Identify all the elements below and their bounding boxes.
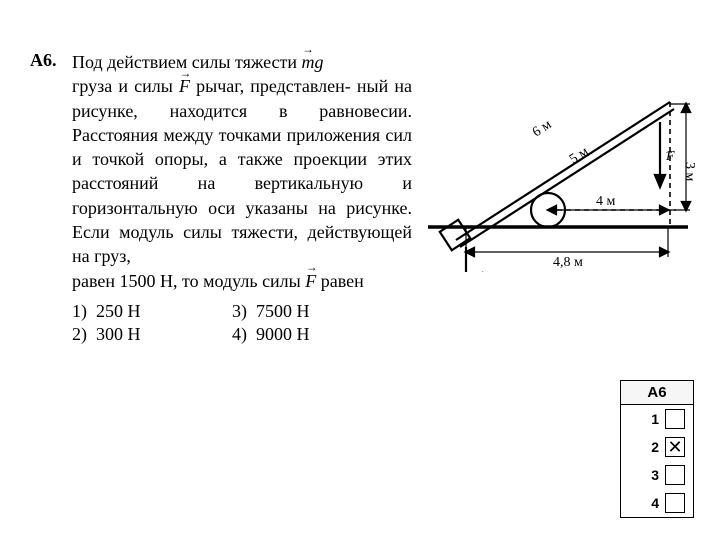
answer-checkbox[interactable] (665, 465, 685, 485)
answer-checkbox[interactable] (665, 409, 685, 429)
answer-num: 4 (651, 495, 659, 511)
answer-box: А6 12✕34 (620, 380, 694, 518)
option-4: 4) 9000 Н (232, 324, 392, 345)
vector-F2: F (305, 269, 316, 293)
answer-row-1[interactable]: 1 (621, 405, 693, 433)
answer-header: А6 (621, 381, 693, 405)
vector-F: F (179, 74, 190, 98)
problem-label: A6. (30, 50, 72, 71)
option-2: 2) 300 Н (72, 324, 232, 345)
answer-num: 3 (651, 467, 659, 483)
lever-diagram: 6 м 5 м 4 м 4,8 м 3 м F → mg → (418, 52, 698, 272)
option-3: 3) 7500 Н (232, 301, 392, 322)
problem-text-end: равен 1500 Н, то модуль силы F равен (72, 269, 672, 293)
problem-text: Под действием силы тяжести mg груза и си… (72, 50, 412, 269)
answer-row-3[interactable]: 3 (621, 461, 693, 489)
svg-text:→: → (476, 266, 486, 272)
dim-4m: 4 м (596, 194, 616, 209)
vector-mg: mg (302, 50, 324, 74)
answer-row-4[interactable]: 4 (621, 489, 693, 517)
answer-num: 2 (651, 439, 659, 455)
answer-checkbox[interactable]: ✕ (665, 437, 685, 457)
answer-row-2[interactable]: 2✕ (621, 433, 693, 461)
svg-text:→: → (664, 146, 674, 157)
options: 1) 250 Н 2) 300 Н 3) 7500 Н 4) 9000 Н (72, 299, 700, 347)
dim-48m: 4,8 м (553, 255, 583, 270)
option-1: 1) 250 Н (72, 301, 232, 322)
dim-3m: 3 м (682, 162, 697, 182)
answer-checkbox[interactable] (665, 493, 685, 513)
answer-num: 1 (651, 411, 659, 427)
dim-6m: 6 м (530, 117, 555, 140)
